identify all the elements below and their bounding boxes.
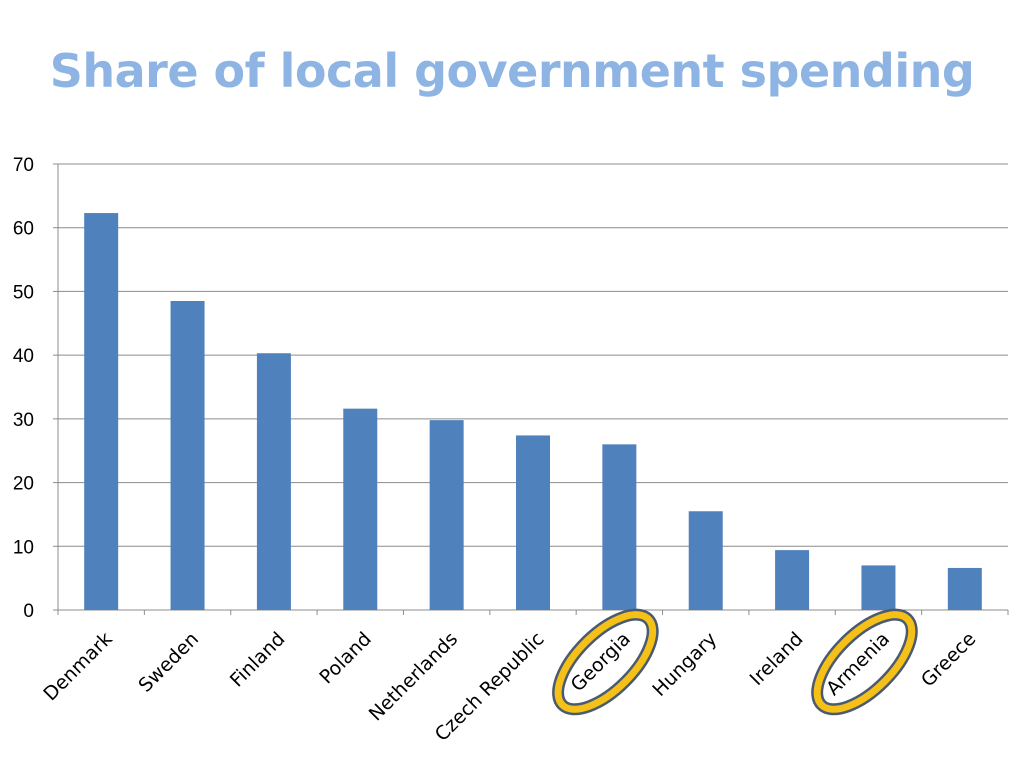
category-label: Netherlands (365, 628, 462, 725)
bar (170, 300, 205, 610)
category-label: Greece (917, 628, 980, 691)
bar (429, 420, 464, 610)
bars (84, 213, 982, 610)
bar (688, 511, 723, 610)
category-label: Finland (226, 628, 290, 692)
bar (343, 408, 378, 610)
bar (947, 567, 982, 610)
y-tick-label: 40 (13, 346, 34, 367)
highlight-oval (554, 611, 657, 713)
y-axis-tick-labels: 0 10 20 30 40 50 60 70 (13, 155, 34, 622)
bar (602, 444, 637, 610)
y-tick-label: 20 (13, 474, 34, 495)
y-tick-label: 0 (23, 601, 34, 622)
category-label: Hungary (648, 628, 721, 701)
bar (861, 565, 896, 610)
category-label: Ireland (746, 628, 808, 690)
y-tick-label: 30 (13, 410, 34, 431)
y-tick-label: 60 (13, 219, 34, 240)
y-tick-label: 10 (13, 537, 34, 558)
category-label: Poland (315, 628, 375, 688)
y-tick-label: 50 (13, 282, 34, 303)
bar (775, 550, 810, 610)
bar (516, 435, 550, 610)
chart-title: Share of local government spending (49, 44, 975, 98)
bar (256, 353, 291, 610)
highlight-ovals (552, 608, 918, 716)
category-label: Denmark (39, 628, 116, 705)
y-tick-label: 70 (13, 155, 34, 176)
highlight-oval (813, 611, 916, 713)
category-label: Sweden (134, 628, 203, 697)
bar (84, 213, 119, 610)
